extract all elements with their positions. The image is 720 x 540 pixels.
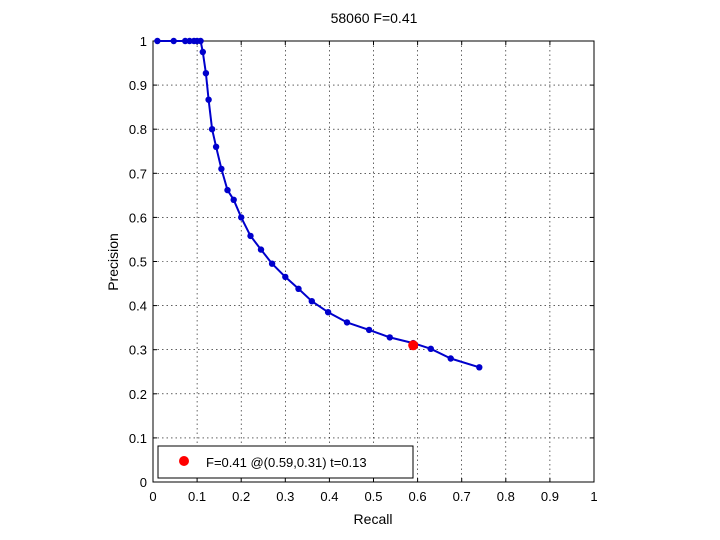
data-point — [268, 260, 276, 267]
series — [154, 37, 483, 371]
y-tick-label: 0.5 — [129, 255, 147, 270]
y-tick-label: 0.9 — [129, 78, 147, 93]
grid — [153, 41, 594, 482]
data-point — [205, 96, 212, 103]
x-axis-label: Recall — [354, 511, 393, 527]
x-tick-label: 0.6 — [409, 489, 427, 504]
data-point — [247, 232, 254, 240]
data-point — [476, 364, 483, 371]
data-point — [324, 309, 332, 316]
x-tick-label: 1 — [590, 489, 597, 504]
data-point — [386, 334, 393, 341]
highlight — [408, 340, 419, 351]
y-axis-label: Precision — [105, 233, 121, 291]
data-point — [295, 285, 302, 292]
y-tick-label: 1 — [140, 34, 147, 49]
data-point — [170, 37, 177, 45]
data-point — [365, 326, 373, 334]
x-tick-label: 0.2 — [232, 489, 250, 504]
data-point — [282, 273, 289, 281]
data-point — [447, 355, 454, 362]
legend-label: F=0.41 @(0.59,0.31) t=0.13 — [206, 455, 367, 470]
data-point — [343, 319, 351, 326]
legend: F=0.41 @(0.59,0.31) t=0.13 — [157, 445, 414, 479]
x-tick-label: 0.4 — [320, 489, 338, 504]
data-point — [427, 345, 434, 352]
data-point — [218, 165, 225, 173]
data-point — [186, 37, 193, 45]
y-tick-label: 0.3 — [129, 343, 147, 358]
y-tick-label: 0.6 — [129, 210, 147, 225]
data-point — [224, 186, 231, 194]
x-tick-label: 0 — [149, 489, 156, 504]
data-point — [202, 70, 210, 77]
data-point — [197, 37, 204, 45]
x-tick-label: 0.8 — [497, 489, 515, 504]
x-tick-label: 0.1 — [188, 489, 206, 504]
y-tick-label: 0.8 — [129, 122, 147, 137]
x-tick-label: 0.7 — [453, 489, 471, 504]
data-point — [208, 126, 216, 133]
x-tick-label: 0.5 — [364, 489, 382, 504]
y-tick-label: 0.2 — [129, 387, 147, 402]
data-point — [230, 196, 237, 203]
axis-ticks: 0 0.1 0.2 0.3 0.4 0.5 0.6 0.7 0.8 0.9 1 0 0.1 0.2 0.3 0… — [129, 34, 598, 504]
data-point — [238, 214, 245, 221]
series-line — [157, 40, 480, 369]
data-point — [308, 298, 315, 305]
y-tick-label: 0.4 — [129, 299, 147, 314]
data-point — [199, 48, 206, 56]
data-point — [212, 143, 220, 150]
legend-box — [157, 445, 414, 479]
highlight-point — [408, 340, 419, 351]
y-tick-label: 0.1 — [129, 431, 147, 446]
y-tick-label: 0.7 — [129, 166, 147, 181]
legend-marker — [179, 456, 189, 466]
x-tick-label: 0.3 — [276, 489, 294, 504]
data-point — [257, 246, 265, 253]
data-point — [154, 37, 161, 45]
y-tick-label: 0 — [140, 475, 147, 490]
x-tick-label: 0.9 — [541, 489, 559, 504]
chart-title: 58060 F=0.41 — [331, 10, 418, 26]
data-point — [182, 37, 189, 45]
